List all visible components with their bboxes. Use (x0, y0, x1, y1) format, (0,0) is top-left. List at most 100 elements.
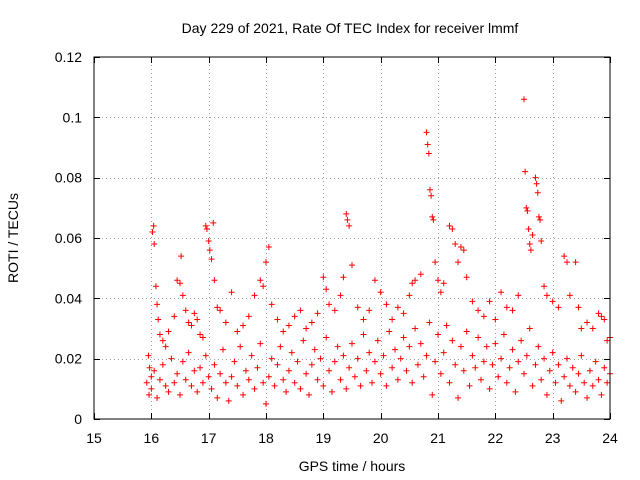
data-point (409, 280, 416, 287)
data-point (498, 355, 505, 362)
x-tick-label: 18 (258, 430, 274, 446)
y-tick-label: 0 (74, 411, 82, 427)
data-point (349, 262, 355, 269)
data-point (543, 292, 550, 299)
data-point (546, 367, 553, 374)
data-point (412, 277, 419, 284)
data-point (598, 391, 605, 398)
data-point (199, 334, 206, 341)
data-point (374, 337, 381, 344)
data-point (323, 334, 330, 341)
data-point (500, 331, 507, 338)
data-point (231, 358, 238, 365)
data-point (498, 289, 505, 296)
data-point (452, 361, 459, 368)
data-point (534, 189, 541, 196)
data-point (182, 376, 189, 383)
data-point (424, 141, 431, 148)
data-point (211, 277, 218, 284)
data-point (371, 358, 378, 365)
data-point (397, 355, 404, 362)
data-point (400, 334, 407, 341)
data-point (148, 385, 155, 392)
data-point (532, 361, 539, 368)
data-point (578, 352, 585, 359)
data-point (495, 373, 502, 380)
data-point (311, 346, 318, 353)
y-axis-label: ROTI / TECUs (5, 193, 21, 283)
data-point (194, 388, 201, 395)
data-point (202, 352, 209, 359)
data-point (191, 367, 198, 374)
data-point (308, 361, 315, 368)
data-point (285, 322, 292, 329)
data-point (274, 361, 281, 368)
data-point (463, 328, 470, 335)
data-point (525, 225, 532, 232)
data-point (162, 382, 169, 389)
data-point (463, 274, 470, 281)
data-point (360, 316, 367, 323)
chart-title: Day 229 of 2021, Rate Of TEC Index for r… (182, 20, 519, 36)
data-point (291, 379, 298, 386)
data-point (331, 307, 338, 314)
data-point (371, 277, 378, 284)
data-point (466, 382, 473, 389)
x-tick-label: 21 (430, 430, 446, 446)
data-point (260, 379, 267, 386)
data-point (389, 316, 396, 323)
data-point (154, 301, 161, 308)
data-point (601, 316, 608, 323)
data-point (314, 376, 321, 383)
data-point (149, 228, 156, 235)
data-point (257, 277, 264, 284)
data-point (202, 222, 209, 229)
data-point (572, 388, 579, 395)
data-point (537, 216, 544, 223)
data-point (285, 367, 292, 374)
data-point (174, 370, 181, 377)
axis-ticks (94, 57, 611, 420)
data-point (403, 367, 410, 374)
data-point (346, 222, 353, 229)
data-point (400, 310, 407, 317)
data-point (425, 150, 432, 157)
data-point (429, 391, 436, 398)
data-point (492, 340, 499, 347)
data-point (578, 325, 585, 332)
data-point (457, 244, 464, 251)
data-points (143, 96, 613, 407)
data-point (541, 355, 548, 362)
data-point (527, 247, 534, 254)
data-point (288, 349, 295, 356)
data-point (300, 337, 307, 344)
data-point (237, 343, 244, 350)
data-point (369, 379, 376, 386)
data-point (460, 247, 467, 254)
y-tick-label: 0.12 (55, 49, 82, 65)
data-point (524, 207, 531, 214)
data-point (592, 358, 599, 365)
data-point (457, 343, 464, 350)
data-point (564, 259, 570, 266)
data-point (294, 358, 301, 365)
data-point (394, 304, 401, 311)
data-point (297, 307, 304, 314)
data-point (179, 358, 186, 365)
data-point (179, 292, 186, 299)
data-point (174, 277, 181, 284)
data-point (328, 388, 335, 395)
data-point (248, 352, 255, 359)
data-point (377, 289, 384, 296)
data-point (426, 186, 433, 193)
data-point (406, 292, 413, 299)
data-point (274, 316, 281, 323)
data-point (326, 367, 333, 374)
data-point (177, 280, 183, 287)
data-point (589, 325, 596, 332)
data-point (555, 361, 562, 368)
x-tick-label: 16 (144, 430, 160, 446)
y-tick-label: 0.04 (55, 290, 82, 306)
data-point (523, 204, 530, 211)
data-point (152, 283, 159, 290)
